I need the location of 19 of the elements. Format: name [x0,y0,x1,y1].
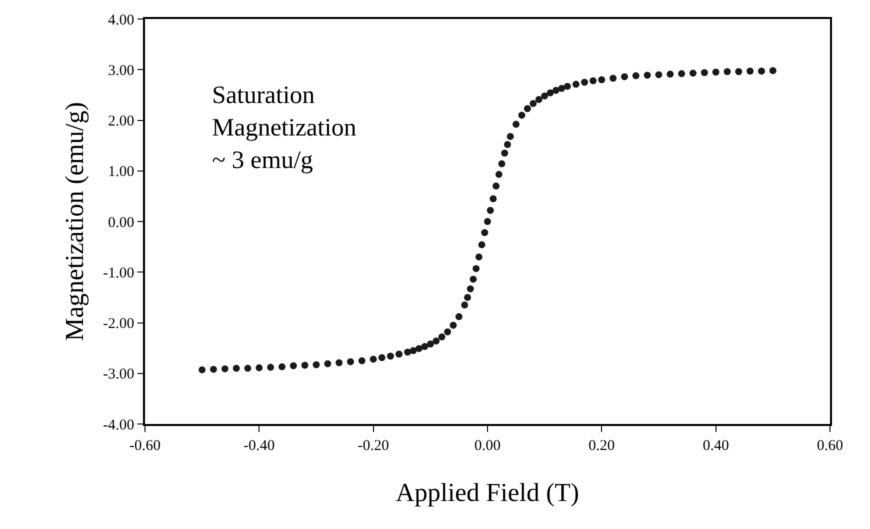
y-tick-label: 4.00 [108,12,134,28]
x-axis-title: Applied Field (T) [396,478,580,507]
y-axis-title: Magnetization (emu/g) [60,102,89,341]
annotation: Saturation Magnetization ~ 3 emu/g [212,82,357,174]
x-tick-label: 0.00 [474,438,501,454]
x-tick-label: 0.20 [588,438,615,454]
x-tick-label: 0.60 [816,438,844,454]
y-tick-label: 0.00 [108,214,134,231]
y-tick-label: 3.00 [108,62,134,79]
y-tick-label: 2.00 [108,114,134,130]
y-tick-label: -1.00 [103,265,134,282]
x-tick-label: -0.60 [129,438,161,454]
y-tick-label: -3.00 [103,366,134,383]
y-tick-label: 1.00 [108,164,134,180]
x-tick-label: 0.40 [702,438,729,454]
x-tick-label: -0.20 [358,438,389,454]
y-tick-label: -2.00 [103,316,134,332]
y-tick-label: -4.00 [103,417,134,434]
x-tick-label: -0.40 [244,438,275,454]
